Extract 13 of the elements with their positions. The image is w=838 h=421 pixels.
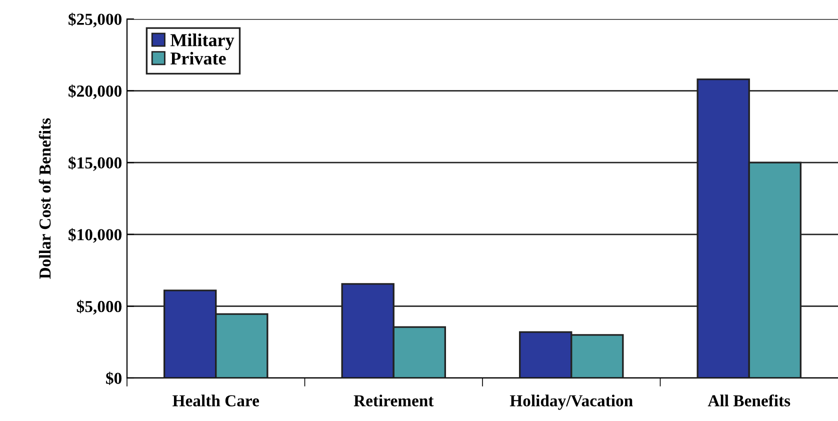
y-tick-label: $10,000: [68, 228, 122, 243]
x-tick-label: All Benefits: [708, 394, 790, 406]
x-tick-label: Health Care: [172, 394, 260, 406]
y-tick-label: $0: [106, 372, 122, 386]
y-axis-title: Dollar Cost of Benefits: [38, 118, 51, 279]
y-tick-label: $5,000: [76, 300, 122, 315]
x-tick-label: Holiday/Vacation: [510, 394, 633, 410]
legend-label: Military: [170, 34, 234, 50]
x-tick-label: Retirement: [354, 394, 434, 406]
y-tick-label: $25,000: [68, 12, 122, 28]
legend-label: Private: [170, 52, 226, 65]
y-tick-label: $15,000: [68, 156, 122, 171]
y-tick-label: $20,000: [68, 84, 122, 100]
